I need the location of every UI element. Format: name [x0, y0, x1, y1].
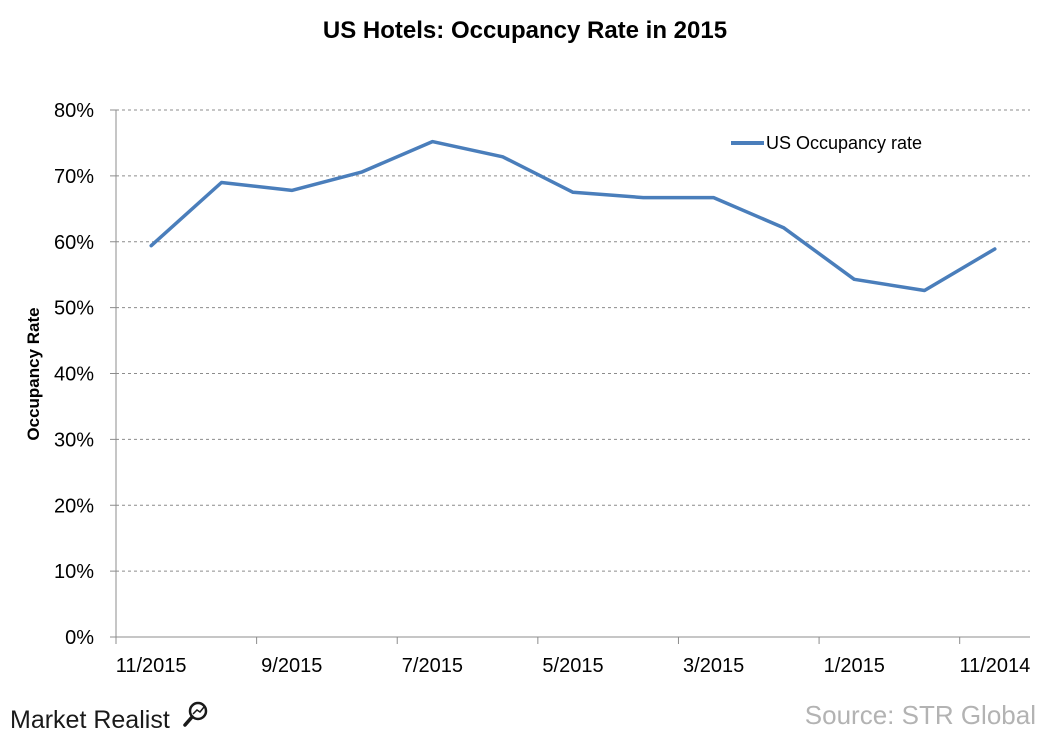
x-tick-labels: 11/2015 9/2015 7/2015 5/2015 3/2015 1/2015 11/…	[116, 655, 1031, 677]
grid-lines	[116, 109, 1030, 572]
data-point	[712, 196, 715, 199]
y-tick-label: 0%	[65, 627, 94, 649]
series-layer	[149, 139, 997, 293]
brand-name: Market Realist	[10, 706, 170, 734]
legend: US Occupancy rate	[731, 133, 922, 153]
y-tick-label: 30%	[54, 429, 94, 451]
legend-label: US Occupancy rate	[766, 133, 922, 153]
data-point	[501, 155, 504, 158]
data-point	[431, 140, 434, 143]
x-tick-label: 7/2015	[402, 655, 463, 677]
x-tick-label: 9/2015	[261, 655, 322, 677]
x-tick-label: 11/2015	[116, 655, 187, 677]
x-tick-label: 3/2015	[683, 655, 744, 677]
chart-title: US Hotels: Occupancy Rate in 2015	[323, 17, 727, 44]
y-tick-label: 50%	[54, 298, 94, 320]
y-tick-label: 80%	[54, 100, 94, 122]
data-point	[571, 191, 575, 194]
data-point	[923, 289, 926, 292]
magnifier-chart-icon	[183, 701, 208, 727]
y-tick-label: 10%	[54, 561, 94, 583]
source-note: Source: STR Global	[805, 700, 1036, 730]
y-tick-labels: 0% 10% 20% 30% 40% 50% 60% 70% 80%	[54, 100, 94, 649]
axes	[110, 109, 1030, 644]
data-point	[642, 196, 645, 199]
data-point	[220, 181, 223, 184]
data-point	[782, 226, 786, 230]
y-axis-label: Occupancy Rate	[24, 307, 43, 440]
series-line	[149, 139, 997, 293]
data-point	[853, 278, 856, 281]
data-point	[290, 189, 293, 192]
y-tick-label: 70%	[54, 166, 94, 188]
x-tick-label: 5/2015	[542, 655, 603, 677]
y-tick-label: 40%	[54, 364, 94, 386]
x-tick-label: 11/2014	[959, 655, 1030, 677]
data-point	[149, 244, 153, 247]
data-point	[360, 170, 364, 174]
y-tick-label: 60%	[54, 232, 94, 254]
brand-logo: Market Realist	[10, 701, 208, 734]
x-tick-label: 1/2015	[824, 655, 885, 677]
y-tick-label: 20%	[54, 495, 94, 517]
data-point	[993, 247, 997, 251]
